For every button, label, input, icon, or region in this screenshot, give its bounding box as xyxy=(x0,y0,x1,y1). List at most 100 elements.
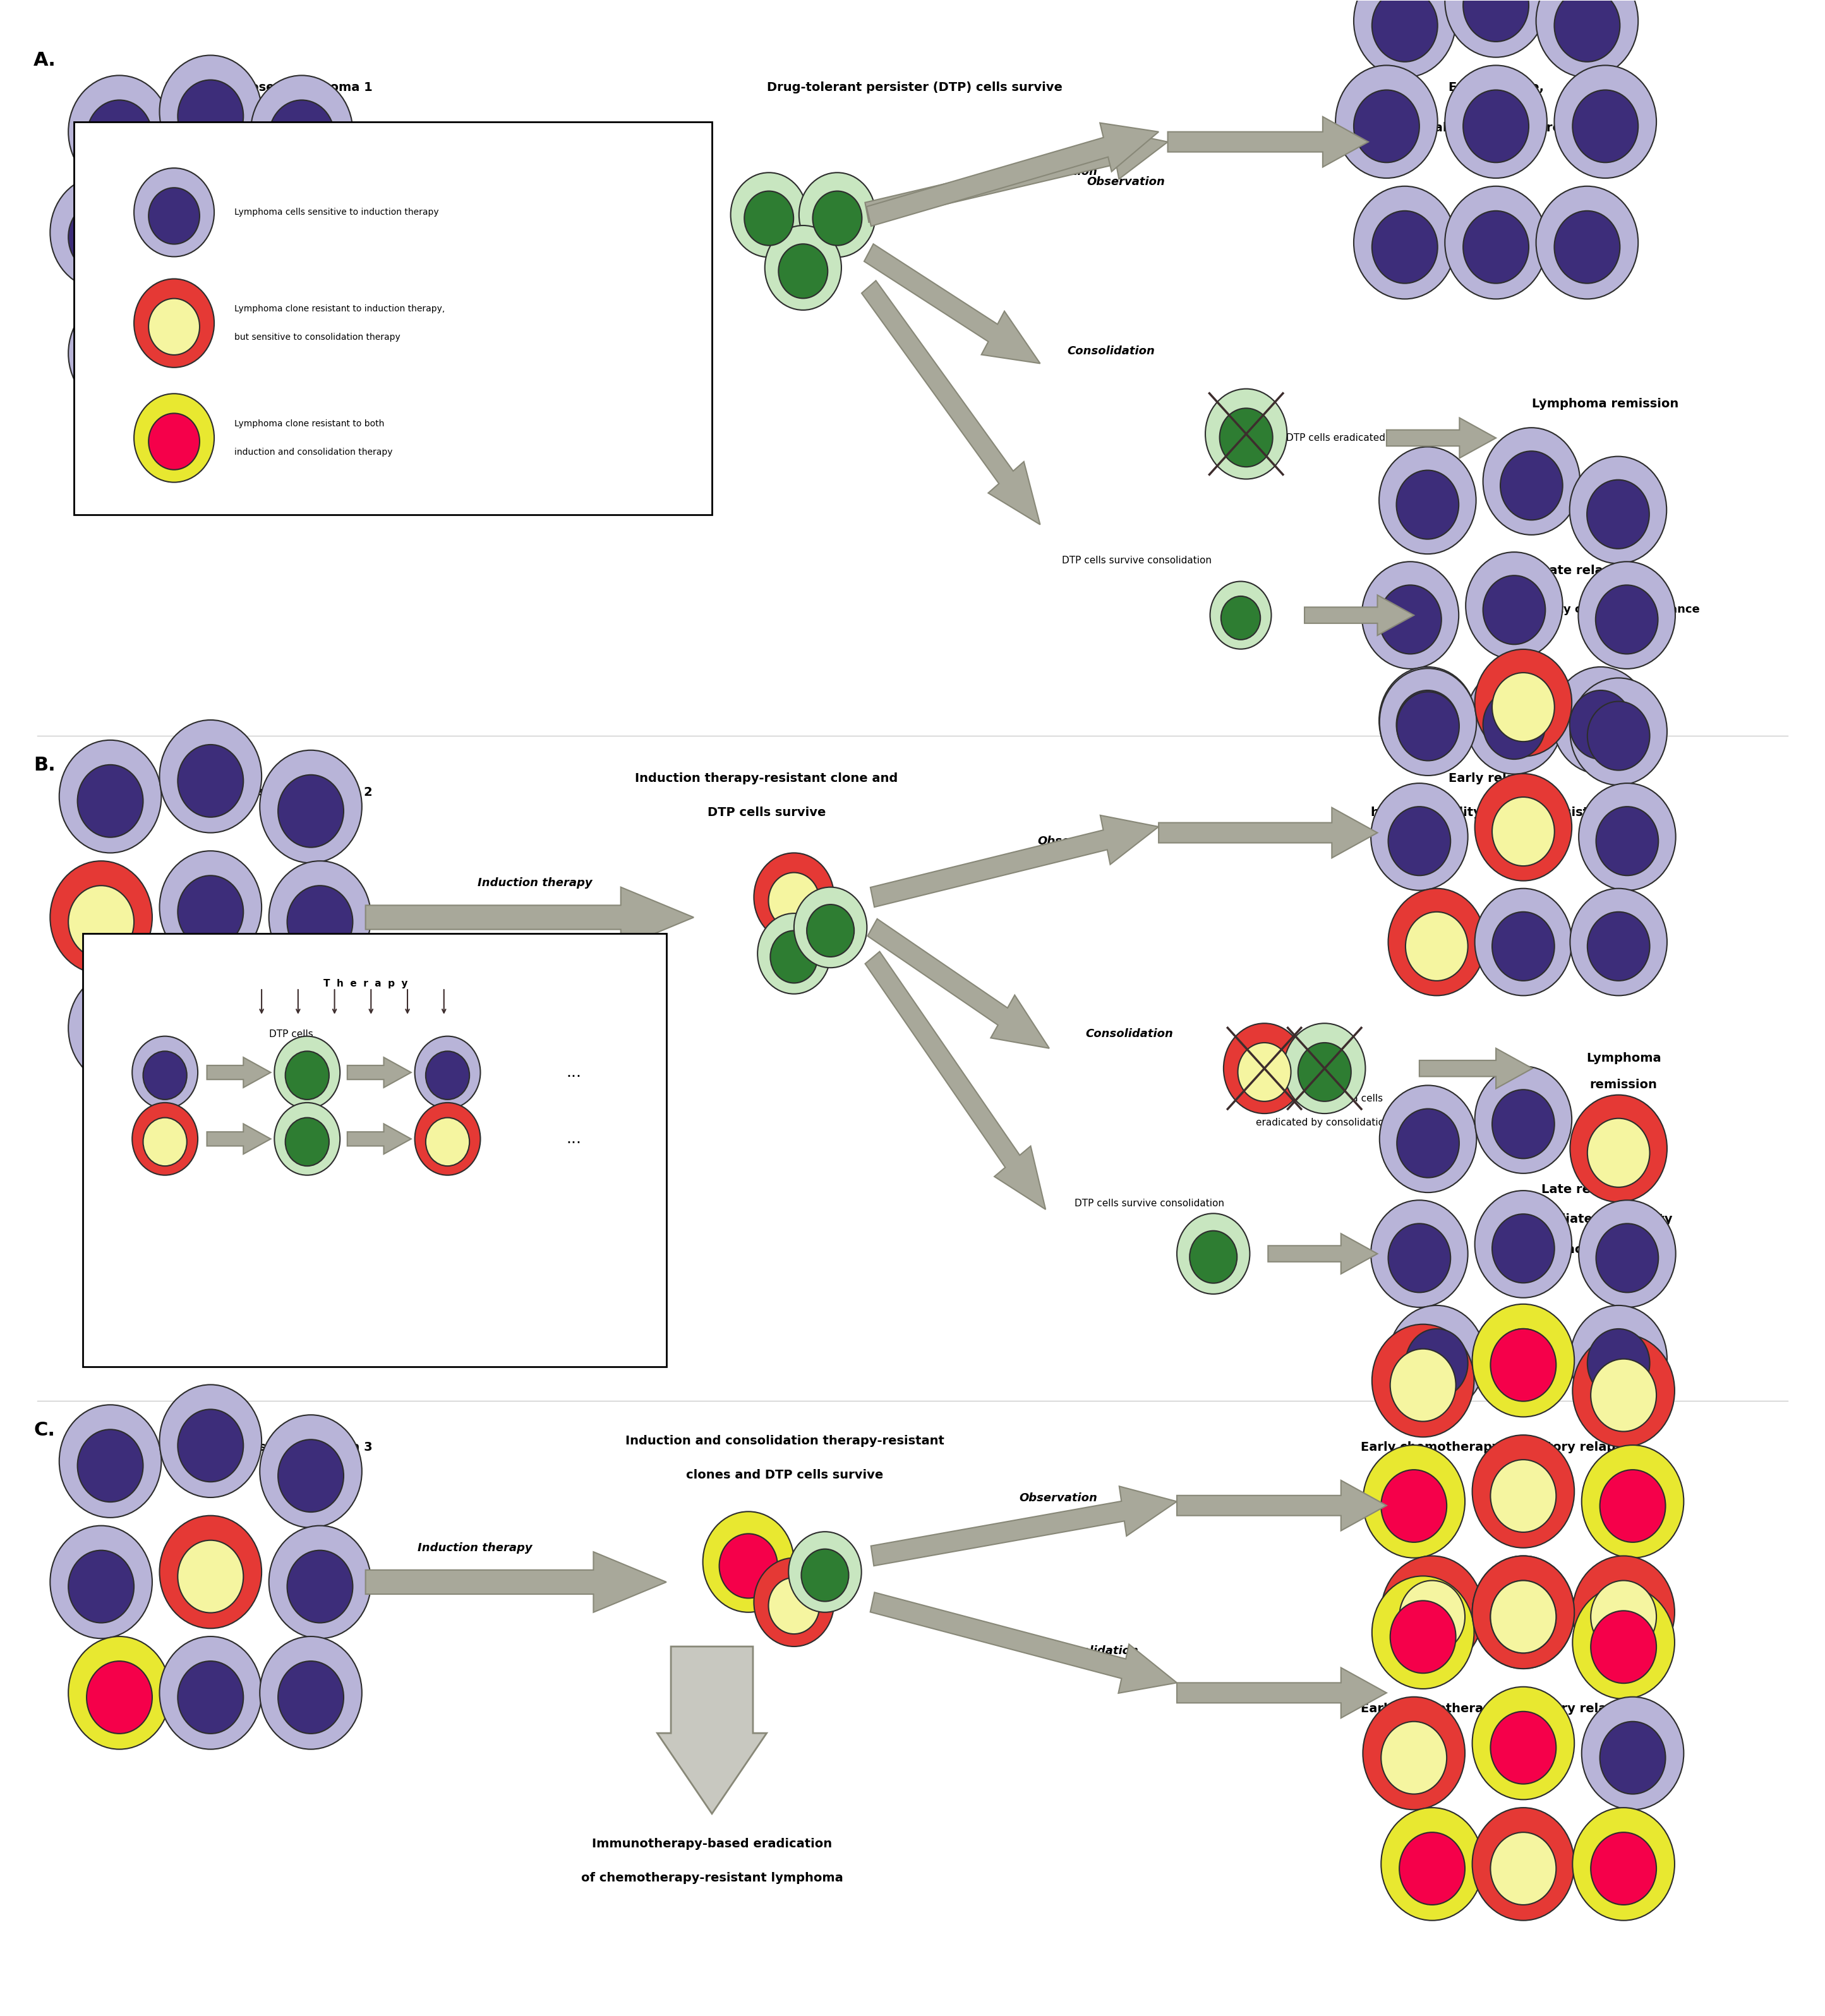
Text: intermediate probability: intermediate probability xyxy=(1502,1214,1672,1226)
Circle shape xyxy=(1361,562,1458,669)
Circle shape xyxy=(1237,1042,1290,1101)
Circle shape xyxy=(277,774,343,847)
Circle shape xyxy=(268,861,370,974)
Circle shape xyxy=(159,296,261,409)
Circle shape xyxy=(287,1550,352,1623)
Text: B.: B. xyxy=(33,756,55,774)
Circle shape xyxy=(287,202,352,274)
Circle shape xyxy=(1569,689,1632,760)
Circle shape xyxy=(1396,689,1458,760)
Circle shape xyxy=(177,323,243,395)
Circle shape xyxy=(1380,667,1476,774)
Circle shape xyxy=(1464,0,1529,42)
Text: DTP cells survive consolidation: DTP cells survive consolidation xyxy=(1062,556,1212,566)
Circle shape xyxy=(1363,1445,1465,1558)
Circle shape xyxy=(1464,212,1529,284)
Circle shape xyxy=(1336,65,1438,177)
Text: of chemoresistance: of chemoresistance xyxy=(1518,1244,1655,1256)
Circle shape xyxy=(133,278,214,367)
Circle shape xyxy=(177,875,243,948)
Text: Lymphoma cells sensitive to induction therapy: Lymphoma cells sensitive to induction th… xyxy=(234,208,438,218)
Text: eradicated by consolidation: eradicated by consolidation xyxy=(1256,1119,1391,1127)
Circle shape xyxy=(1569,456,1666,564)
FancyBboxPatch shape xyxy=(82,933,666,1367)
Circle shape xyxy=(1475,889,1571,996)
Circle shape xyxy=(86,323,151,395)
Circle shape xyxy=(1475,774,1571,881)
Circle shape xyxy=(277,996,343,1068)
Circle shape xyxy=(1210,581,1272,649)
Circle shape xyxy=(58,1405,161,1518)
Circle shape xyxy=(1555,65,1657,177)
Circle shape xyxy=(1582,1697,1684,1810)
Circle shape xyxy=(285,1050,328,1099)
Circle shape xyxy=(86,1661,151,1734)
Circle shape xyxy=(159,1637,261,1750)
Circle shape xyxy=(1491,1460,1557,1532)
Circle shape xyxy=(1298,1042,1350,1101)
Circle shape xyxy=(768,873,819,929)
Text: Lymphoma clone resistant to induction therapy,: Lymphoma clone resistant to induction th… xyxy=(234,304,445,312)
Circle shape xyxy=(1493,1329,1555,1397)
Circle shape xyxy=(68,885,133,958)
Circle shape xyxy=(1190,1232,1237,1282)
Circle shape xyxy=(1177,1214,1250,1294)
Circle shape xyxy=(274,1103,339,1175)
Text: Observation: Observation xyxy=(1018,1492,1097,1504)
Circle shape xyxy=(131,1103,197,1175)
Circle shape xyxy=(268,101,334,173)
Circle shape xyxy=(49,1526,151,1639)
Circle shape xyxy=(1445,65,1548,177)
Circle shape xyxy=(1588,911,1650,980)
Circle shape xyxy=(148,413,199,470)
FancyArrow shape xyxy=(1177,1667,1387,1718)
Circle shape xyxy=(1537,185,1639,298)
Circle shape xyxy=(68,1550,133,1623)
Text: Residual lymphoma cells: Residual lymphoma cells xyxy=(1263,1095,1383,1103)
Text: Induction therapy: Induction therapy xyxy=(478,877,593,889)
Circle shape xyxy=(801,1548,849,1601)
Circle shape xyxy=(159,851,261,964)
FancyArrow shape xyxy=(1159,808,1378,859)
Circle shape xyxy=(1493,1214,1555,1282)
Circle shape xyxy=(1473,1556,1575,1669)
Circle shape xyxy=(1569,677,1666,784)
Text: low probability of chemoresistance: low probability of chemoresistance xyxy=(1475,603,1699,615)
Circle shape xyxy=(259,972,361,1085)
Circle shape xyxy=(754,1558,834,1647)
Text: DTP cells: DTP cells xyxy=(268,1030,312,1038)
Circle shape xyxy=(1591,1359,1657,1431)
FancyArrow shape xyxy=(1168,117,1369,167)
Circle shape xyxy=(1484,427,1580,534)
Circle shape xyxy=(1371,1200,1467,1306)
Circle shape xyxy=(1204,389,1287,480)
Circle shape xyxy=(287,885,352,958)
FancyArrow shape xyxy=(871,814,1159,907)
Text: Induction therapy: Induction therapy xyxy=(418,1542,533,1554)
Circle shape xyxy=(1588,1119,1650,1187)
Circle shape xyxy=(1405,911,1467,980)
Circle shape xyxy=(1382,1470,1447,1542)
Circle shape xyxy=(1464,91,1529,163)
Circle shape xyxy=(1354,185,1456,298)
Text: Observation: Observation xyxy=(1086,177,1164,187)
Circle shape xyxy=(133,167,214,256)
Text: Lymphoma clone resistant to both: Lymphoma clone resistant to both xyxy=(234,419,385,427)
FancyArrow shape xyxy=(1268,1234,1378,1274)
Circle shape xyxy=(1588,702,1650,770)
Circle shape xyxy=(159,1516,261,1629)
Circle shape xyxy=(1597,1224,1659,1292)
Circle shape xyxy=(1573,1335,1675,1447)
Circle shape xyxy=(1465,667,1562,774)
Circle shape xyxy=(1493,1089,1555,1159)
Text: DTP cells survive: DTP cells survive xyxy=(708,806,827,818)
Circle shape xyxy=(1579,562,1675,669)
Circle shape xyxy=(1491,1581,1557,1653)
Text: Observation: Observation xyxy=(1018,167,1097,177)
Circle shape xyxy=(1389,806,1451,875)
FancyArrow shape xyxy=(1387,417,1496,458)
Circle shape xyxy=(1579,782,1675,891)
Circle shape xyxy=(1445,0,1548,56)
Circle shape xyxy=(757,913,830,994)
Circle shape xyxy=(159,972,261,1085)
